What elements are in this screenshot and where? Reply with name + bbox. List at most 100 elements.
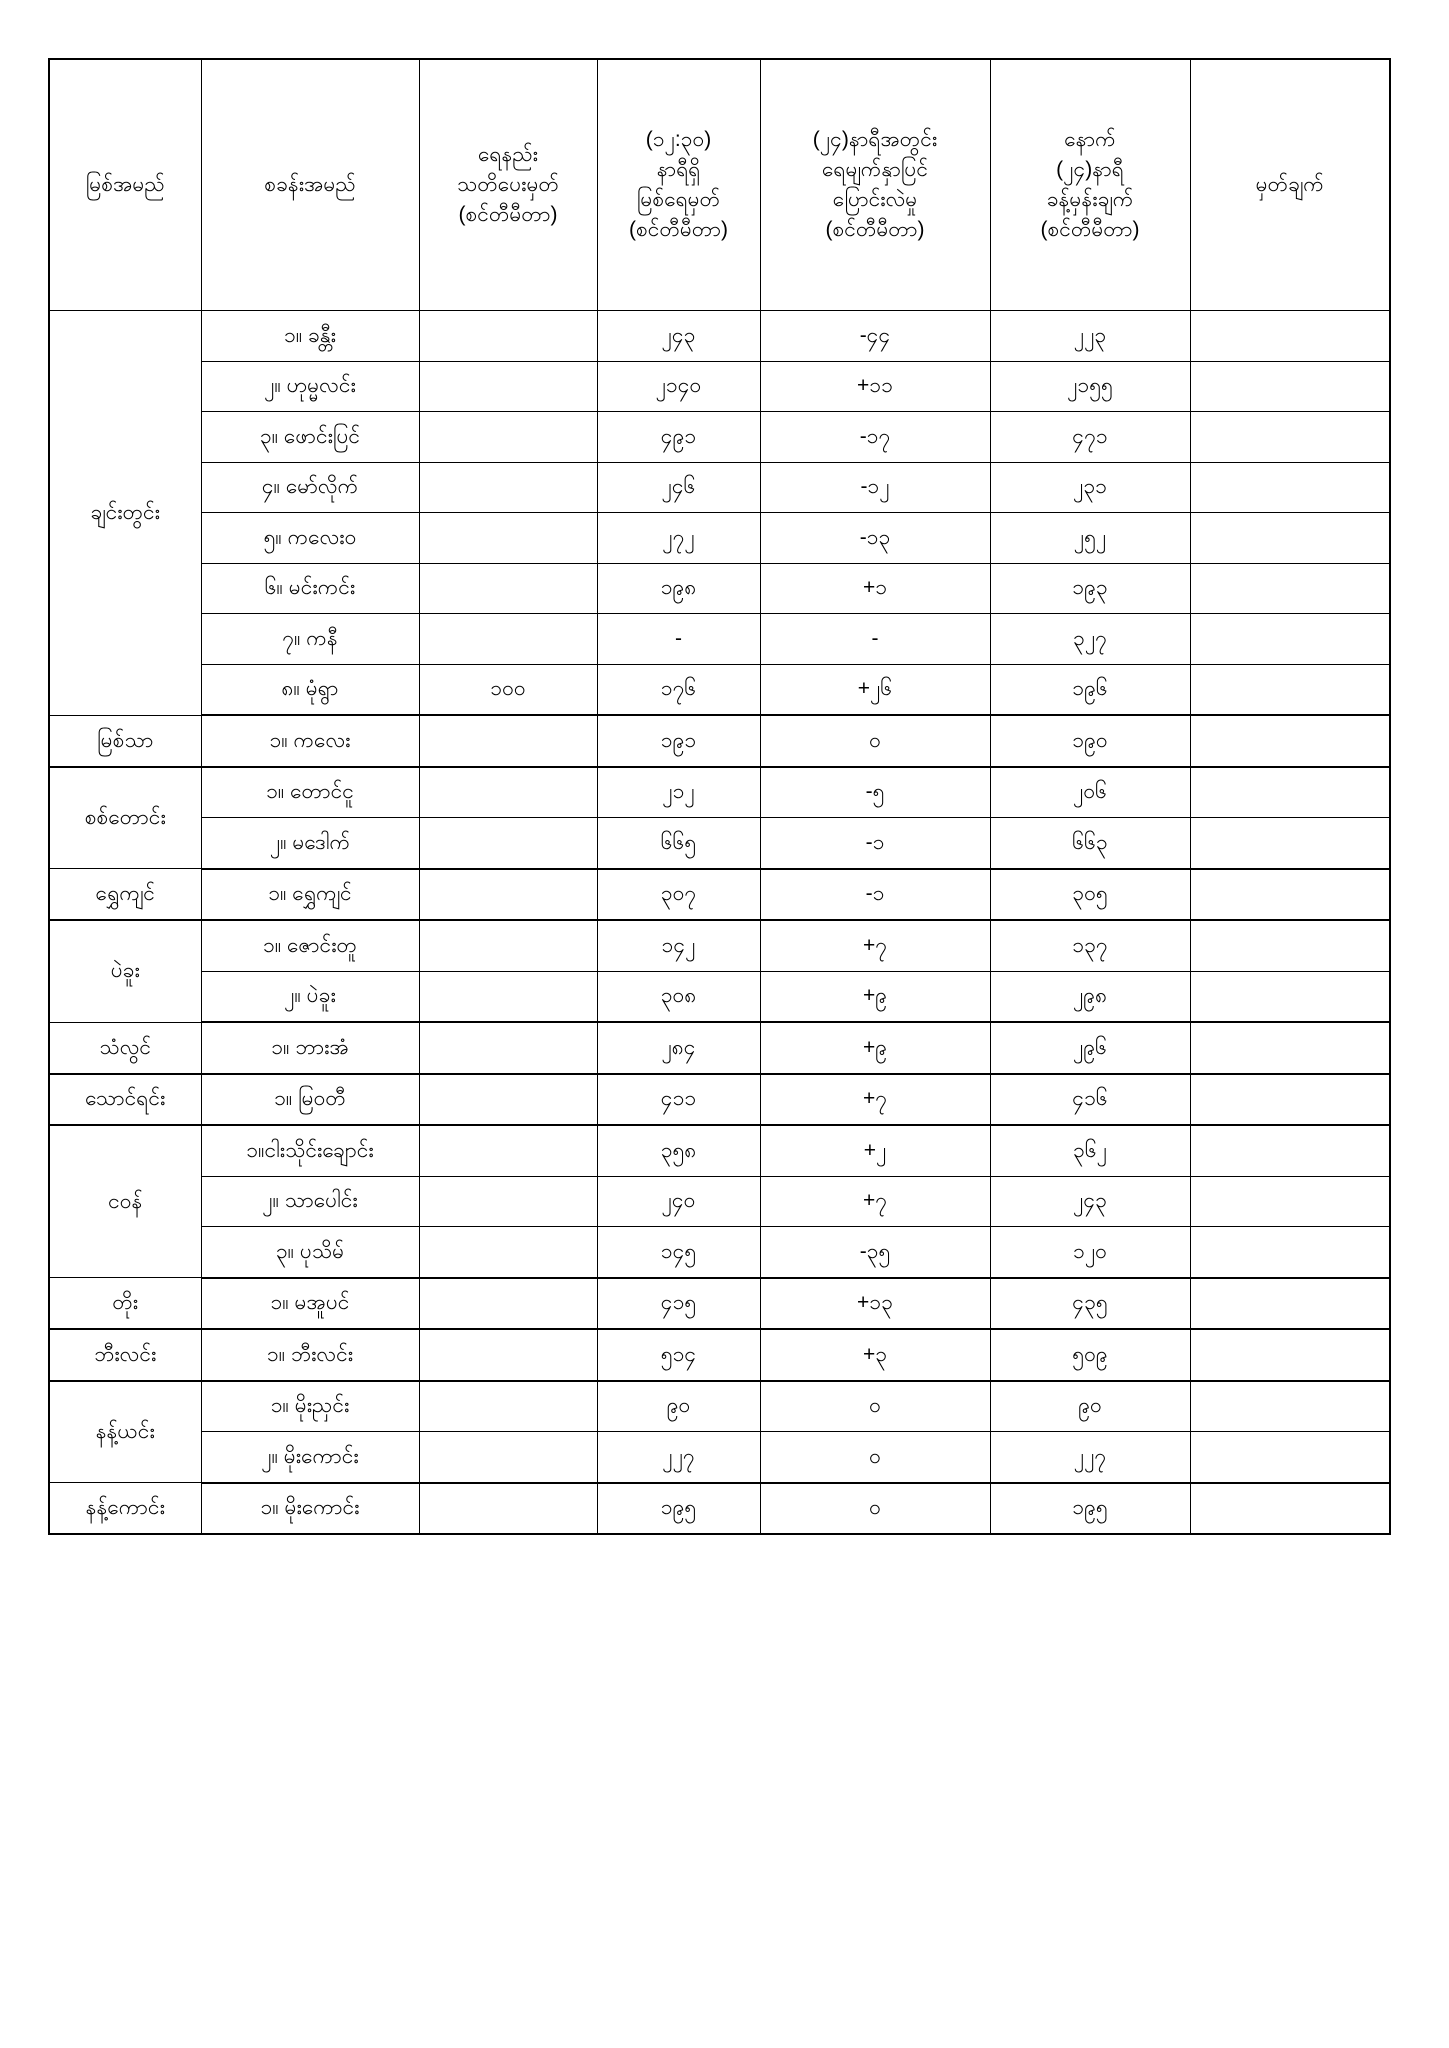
table-row: ၃။ ဖောင်းပြင် ၄၉၁ -၁၇ ၄၇၁ [49,411,1391,463]
column-header-river-label: မြစ်အမည် [85,173,165,197]
change-24h-cell: -၄၄ [759,310,991,362]
current-level-cell: ၂၁၄၀ [596,360,761,412]
river-name-cell: ငဝန် [48,1124,202,1278]
current-level-cell: ၁၄၅ [596,1226,761,1279]
change-24h-cell: +၇ [759,1073,991,1126]
remark-cell [1189,1328,1391,1382]
remark-cell [1189,310,1391,362]
table-row: နန့်ယင်း ၁။ မိုးညှင်း ၉၀၀၉၀ [48,1380,1391,1483]
table-row: ၃။ ပုသိမ် ၁၄၅ -၃၅ ၁၂၀ [49,1226,1391,1279]
current-level-cell: ၂၂၇ [596,1431,761,1484]
remark-cell [1189,1380,1391,1432]
station-name-cell: ၁။ တောင်ငူ [200,766,420,818]
forecast-24h-cell: ၃၂၇ [989,613,1191,665]
remark-cell [1189,1482,1391,1535]
forecast-24h-cell: ၄၇၁ [989,411,1191,463]
remark-cell [1189,562,1391,614]
current-level-cell: ၃၀၈ [596,970,761,1023]
warning-level-cell [418,512,598,564]
table-row: ၂။ ပဲခူး ၃၀၈ +၉ ၂၉၈ [49,970,1391,1023]
river-name-cell: မြစ်သာ [48,714,202,768]
forecast-24h-cell: ၅၀၉ [989,1328,1191,1382]
change-24h-cell: -၁၇ [759,411,991,463]
forecast-24h-cell: ၁၃၇ [989,919,1191,972]
current-level-cell: - [596,613,761,665]
warning-level-cell [418,817,598,870]
station-name-cell: ၁။ ဇောင်းတူ [200,919,420,972]
river-name-cell: ဘီးလင်း [48,1328,202,1382]
column-header-forecast-24h: နောက် (၂၄)နာရီ ခန့်မှန်းချက် (စင်တီမီတာ) [989,58,1191,311]
change-24h-cell: -၅ [759,766,991,818]
table-row: ၂။ သာပေါင်း ၂၄၀ +၇ ၂၄၃ [49,1175,1391,1227]
column-header-forecast-line-1: နောက် [1064,128,1116,152]
table-row: ၆။ မင်းကင်း ၁၉၈ +၁ ၁၉၃ [49,562,1391,614]
remark-cell [1189,663,1391,716]
forecast-24h-cell: ၁၉၀ [989,714,1191,768]
table-header: မြစ်အမည် စခန်းအမည် ရေနည်း သတိပေးမှတ် (စင… [48,58,1391,311]
warning-level-cell [418,1226,598,1279]
warning-level-cell [418,1328,598,1382]
station-name-cell: ၂။ ဟုမ္မလင်း [200,360,420,412]
remark-cell [1189,1431,1391,1484]
station-name-cell: ၁။ ဘီးလင်း [200,1328,420,1382]
current-level-cell: ၂၄၃ [596,310,761,362]
river-name-cell: ပဲခူး [48,919,202,1023]
column-header-warning-line-2: သတိပေးမှတ် [457,173,559,197]
column-header-change-line-3: ပြောင်းလဲမှု [832,188,918,211]
warning-level-cell [418,562,598,614]
warning-level-cell [418,461,598,513]
remark-cell [1189,970,1391,1023]
warning-level-cell [418,613,598,665]
table-row: သောင်ရင်း ၁။ မြဝတီ ၄၁၁ +၇ ၄၁၆ [48,1073,1391,1126]
table-body: ချင်းတွင်း ၁။ ခန္တီး ၂၄၃ -၄၄ ၂၂၃ ၂။ ဟုမ္မလင်း… [48,310,1391,1535]
column-header-current-level: (၁၂:၃၀) နာရီရှိ မြစ်ရေမှတ် (စင်တီမီတာ) [596,58,761,311]
current-level-cell: ၄၁၁ [596,1073,761,1126]
remark-cell [1189,1277,1391,1330]
table-row: သံလွင် ၁။ ဘားအံ ၂၈၄ +၉ ၂၉၆ [48,1021,1391,1075]
remark-cell [1189,817,1391,870]
change-24h-cell: +၁၃ [759,1277,991,1330]
column-header-warning-level: ရေနည်း သတိပေးမှတ် (စင်တီမီတာ) [418,58,598,311]
current-level-cell: ၃၅၈ [596,1124,761,1177]
station-name-cell: ၃။ ပုသိမ် [200,1226,420,1279]
column-header-change-24h: (၂၄)နာရီအတွင်း ရေမျက်နှာပြင် ပြောင်းလဲမှ… [759,58,991,311]
current-level-cell: ၄၁၅ [596,1277,761,1330]
station-name-cell: ၄။ မော်လိုက် [200,461,420,513]
change-24h-cell: +၇ [759,1175,991,1227]
column-header-change-unit: (စင်တီမီတာ) [825,217,925,241]
change-24h-cell: ၀ [759,1431,991,1484]
column-header-level-line-1: (၁၂:၃၀) [645,128,712,152]
forecast-24h-cell: ၁၉၃ [989,562,1191,614]
table-row: နန့်ကောင်း ၁။ မိုးကောင်း ၁၉၅၀၁၉၅ [48,1482,1391,1535]
station-name-cell: ၆။ မင်းကင်း [200,562,420,614]
change-24h-cell: -၁၃ [759,512,991,564]
current-level-cell: ၂၈၄ [596,1021,761,1075]
column-header-forecast-line-2: (၂၄)နာရီ [1056,158,1124,182]
table-row: ၂။ ဟုမ္မလင်း ၂၁၄၀ +၁၁ ၂၁၅၅ [49,360,1391,412]
river-name-cell: တိုး [48,1277,202,1330]
warning-level-cell [418,970,598,1023]
change-24h-cell: -၁ [759,868,991,921]
column-header-warning-line-1: ရေနည်း [478,143,538,167]
warning-level-cell [418,411,598,463]
remark-cell [1189,461,1391,513]
current-level-cell: ၁၉၈ [596,562,761,614]
river-name-cell: သံလွင် [48,1021,202,1075]
change-24h-cell: +၁၁ [759,360,991,412]
column-header-river: မြစ်အမည် [48,58,202,311]
table-row: ငဝန် ၁။ငါးသိုင်းချောင်း ၃၅၈ +၂ ၃၆၂ [48,1124,1391,1278]
forecast-24h-cell: ၆၆၃ [989,817,1191,870]
warning-level-cell [418,714,598,768]
forecast-24h-cell: ၄၃၅ [989,1277,1191,1330]
current-level-cell: ၁၇၆ [596,663,761,716]
remark-cell [1189,1073,1391,1126]
station-name-cell: ၂။ သာပေါင်း [200,1175,420,1227]
forecast-24h-cell: ၂၃၁ [989,461,1191,513]
table-row: ရွှေကျင် ၁။ ရွှေကျင် ၃၀၇ -၁ ၃၀၅ [48,868,1391,921]
forecast-24h-cell: ၂၉၆ [989,1021,1191,1075]
forecast-24h-cell: ၉၀ [989,1380,1191,1432]
remark-cell [1189,714,1391,768]
current-level-cell: ၅၁၄ [596,1328,761,1382]
station-name-cell: ၇။ ကနီ [200,613,420,665]
warning-level-cell [418,360,598,412]
